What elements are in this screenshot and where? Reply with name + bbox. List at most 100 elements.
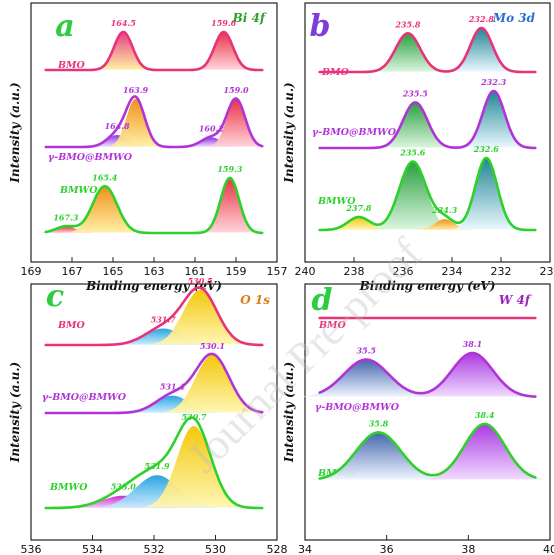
component-peak [67, 186, 142, 233]
sample-label: BMWO [59, 185, 98, 196]
x-tick-label: 169 [21, 265, 42, 278]
component-peak [143, 426, 245, 508]
y-axis-label: Intensity (a.u.) [282, 362, 296, 463]
peak-label: 163.9 [123, 85, 148, 95]
x-tick-label: 240 [295, 265, 316, 278]
component-peak [372, 161, 454, 230]
panel-d: 34363840Binding energy (eV)Intensity (a.… [282, 283, 554, 555]
peak-label: 531.7 [151, 315, 176, 325]
sample-label: BMWO [317, 196, 356, 207]
x-tick-label: 163 [144, 265, 165, 278]
x-tick-label: 528 [267, 543, 288, 555]
sample-label: BMO [57, 320, 86, 331]
peak-label: 159.3 [217, 164, 242, 174]
sample-label: BMO [318, 320, 347, 331]
peak-label: 159.6 [211, 18, 236, 28]
component-peak [411, 353, 534, 397]
peak-label: 237.8 [345, 203, 371, 213]
y-axis-label: Intensity (a.u.) [8, 362, 22, 463]
y-axis-label: Intensity (a.u.) [282, 82, 296, 183]
panel-a: 169 167 165 163 161 159 157 Binding energy (eV)… [8, 2, 288, 293]
peak-label: 235.8 [394, 19, 420, 29]
panel-frame [304, 283, 551, 541]
series-0: BMO 164.5 159.6 [44, 18, 264, 72]
sample-label: BMWO [49, 482, 88, 493]
envelope-line [44, 416, 264, 510]
envelope-line [318, 351, 537, 398]
x-tick-label: 238 [344, 265, 365, 278]
x-tick-label: 161 [185, 265, 206, 278]
envelope-line [44, 95, 264, 149]
x-tick-label: 38 [461, 543, 475, 555]
component-peak [149, 290, 251, 345]
x-tick-label: 532 [144, 543, 165, 555]
peak-label: 531.9 [145, 461, 170, 471]
peak-label: 530.7 [181, 412, 206, 422]
sample-label: γ-BMO@BMWO [42, 392, 127, 403]
x-axis-label: Binding energy (eV) [85, 279, 222, 293]
peak-label: 164.5 [111, 18, 136, 28]
sample-label: γ-BMO@BMWO [48, 152, 133, 163]
x-tick-label: 36 [380, 543, 394, 555]
envelope-line [318, 89, 537, 150]
panel-letter: b [310, 9, 331, 44]
peak-label: 38.4 [475, 410, 495, 420]
x-tick-label: 236 [393, 265, 414, 278]
panel-title: O 1s [240, 293, 270, 307]
panel-frame [304, 2, 551, 263]
component-peak [311, 432, 446, 480]
envelope-line [44, 286, 264, 347]
x-tick-label: 40 [543, 543, 554, 555]
envelope-line [318, 156, 537, 232]
panel-title: Mo 3d [492, 11, 536, 25]
series-1: γ-BMO@BMWO 531.4 530.1 [42, 341, 264, 415]
peak-label: 160.2 [199, 123, 224, 133]
peak-label: 533.0 [111, 482, 136, 492]
peak-label: 35.8 [369, 418, 389, 428]
peak-label: 530.1 [200, 341, 225, 351]
component-peak [298, 359, 434, 397]
component-peak [423, 424, 546, 480]
envelope-line [318, 422, 537, 480]
panel-title: Bi 4f [232, 11, 267, 25]
peak-label: 38.1 [463, 339, 482, 349]
component-peak [378, 102, 452, 148]
panel-letter: a [55, 9, 74, 44]
x-tick-label: 34 [298, 543, 312, 555]
sample-label: γ-BMO@BMWO [312, 127, 397, 138]
envelope-line [44, 176, 264, 235]
sample-label: γ-BMO@BMWO [315, 402, 400, 413]
component-peak [448, 28, 515, 72]
component-peak [460, 91, 527, 148]
y-axis-label: Intensity (a.u.) [8, 82, 22, 183]
x-tick-label: 167 [62, 265, 83, 278]
peak-label: 232.8 [468, 14, 494, 24]
peak-label: 235.6 [399, 148, 425, 158]
peak-label: 531.4 [160, 382, 185, 392]
x-tick-label: 536 [21, 543, 42, 555]
series-2: BMWO 167.3 165.4 159.3 [35, 164, 264, 235]
series-0: BMO 531.7 530.5 [44, 276, 264, 347]
peak-label: 159.0 [223, 85, 248, 95]
x-tick-label: 234 [442, 265, 463, 278]
peak-label: 164.8 [105, 121, 130, 131]
peak-label: 530.5 [188, 276, 213, 286]
peak-label: 35.5 [357, 346, 377, 356]
x-axis-label: Binding energy (eV) [359, 279, 496, 293]
component-peak [371, 33, 445, 72]
envelope-line [44, 30, 264, 72]
series-1: γ-BMO@BMWO 35.5 38.1 [298, 339, 537, 413]
panel-b: 240 238 236 234 232 230 Binding energy (eV) Int… [282, 2, 554, 293]
envelope-line [44, 352, 264, 415]
peak-label: 234.3 [431, 205, 457, 215]
panel-title: W 4f [499, 293, 532, 307]
x-tick-label: 157 [267, 265, 288, 278]
peak-label: 235.5 [402, 88, 428, 98]
peak-label: 165.4 [92, 172, 117, 182]
component-peak [453, 158, 520, 230]
x-tick-label: 530 [205, 543, 226, 555]
